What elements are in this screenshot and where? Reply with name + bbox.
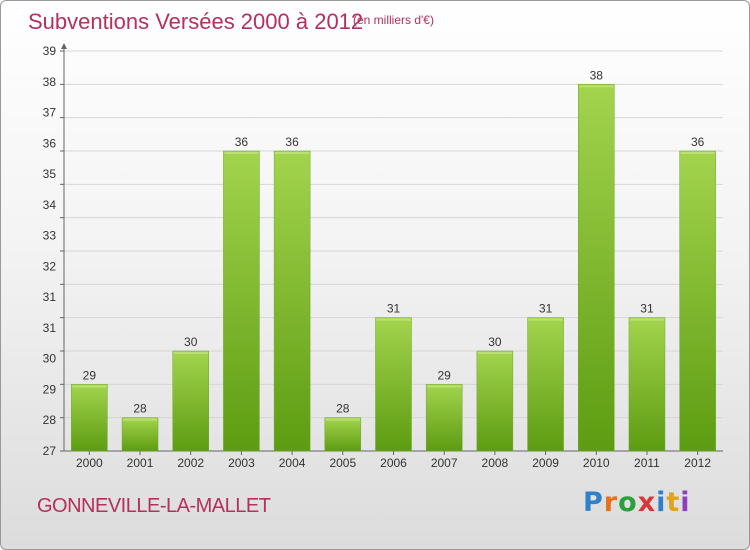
y-tick-label: 29	[43, 382, 57, 396]
bar-highlight	[173, 352, 208, 354]
y-tick-label: 28	[43, 413, 57, 427]
bar	[375, 317, 412, 452]
x-tick-label: 2005	[329, 456, 356, 470]
bar	[121, 417, 159, 452]
bar	[679, 150, 716, 452]
bar	[476, 350, 514, 452]
x-tick-label: 2006	[380, 456, 407, 470]
x-tick-label: 2001	[127, 456, 154, 470]
bar	[425, 384, 463, 452]
y-tick-label: 30	[43, 352, 57, 366]
y-tick-label: 33	[43, 229, 57, 243]
bar	[223, 150, 260, 452]
logo-letter: x	[637, 487, 657, 518]
data-label: 28	[133, 402, 147, 416]
proxiti-logo[interactable]: Proxiti	[583, 487, 691, 518]
commune-name: GONNEVILLE-LA-MALLET	[37, 495, 271, 517]
y-tick-label: 31	[43, 321, 57, 335]
logo-letter: t	[666, 487, 681, 518]
y-tick-label: 36	[43, 136, 57, 150]
chart-title: Subventions Versées 2000 à 2012	[28, 9, 364, 34]
y-tick-label: 38	[43, 75, 57, 89]
data-label: 36	[691, 135, 705, 149]
logo-letter: r	[603, 487, 619, 518]
data-label: 36	[285, 135, 299, 149]
data-label: 38	[590, 68, 604, 82]
data-label: 29	[438, 368, 452, 382]
y-tick-labels: 27 28 29 30 31 31 32 33 34 35 36 37 38 39	[43, 44, 57, 458]
bar	[578, 84, 615, 452]
x-tick-label: 2002	[177, 456, 204, 470]
bar-highlight	[477, 352, 512, 354]
bar-highlight	[579, 85, 614, 88]
x-tick-label: 2008	[482, 456, 509, 470]
data-label: 30	[184, 335, 198, 349]
bar-highlight	[427, 385, 462, 388]
chart-subtitle: (en milliers d'€)	[353, 13, 434, 27]
y-tick-label: 27	[43, 444, 57, 458]
bar	[628, 317, 666, 452]
bar-highlight	[680, 152, 715, 154]
bar	[273, 150, 311, 452]
x-tick-label: 2012	[684, 456, 711, 470]
bar	[527, 317, 564, 452]
data-label: 31	[387, 302, 401, 316]
x-tick-label: 2003	[228, 456, 255, 470]
bar	[324, 417, 362, 452]
x-tick-label: 2007	[431, 456, 458, 470]
bar-highlight	[325, 418, 360, 421]
value-labels: 29 28 30 36 36 28 31 29 30 31 38 31 36	[83, 68, 705, 415]
data-label: 30	[488, 335, 502, 349]
x-tick-label: 2000	[76, 456, 103, 470]
logo-letter: i	[680, 487, 691, 518]
bar	[71, 384, 108, 452]
data-label: 36	[235, 135, 249, 149]
x-tick-labels: 2000 2001 2002 2003 2004 2005 2006 2007 2008 2009…	[76, 456, 711, 470]
bar-highlight	[123, 418, 158, 421]
bar-highlight	[528, 318, 563, 321]
data-label: 28	[336, 402, 350, 416]
y-tick-label: 35	[43, 167, 57, 181]
bars	[71, 84, 716, 452]
y-tick-label: 34	[43, 198, 57, 212]
bar-highlight	[224, 152, 259, 154]
y-tick-label: 39	[43, 44, 57, 58]
bar	[172, 350, 209, 452]
data-label: 31	[640, 302, 654, 316]
logo-letter: i	[656, 487, 667, 518]
bar-highlight	[72, 385, 107, 388]
logo-letter: P	[583, 487, 604, 518]
logo-letter: o	[618, 487, 638, 518]
data-label: 29	[83, 368, 97, 382]
x-tick-label: 2004	[279, 456, 306, 470]
bar-highlight	[629, 318, 664, 321]
y-axis-arrow	[61, 43, 67, 49]
bar-highlight	[275, 152, 310, 154]
y-tick-label: 37	[43, 106, 57, 120]
y-tick-label: 32	[43, 259, 57, 273]
data-label: 31	[539, 302, 553, 316]
bar-highlight	[376, 318, 411, 321]
x-tick-label: 2011	[634, 456, 660, 470]
x-tick-label: 2010	[583, 456, 610, 470]
x-tick-label: 2009	[532, 456, 559, 470]
y-tick-label: 31	[43, 290, 57, 304]
